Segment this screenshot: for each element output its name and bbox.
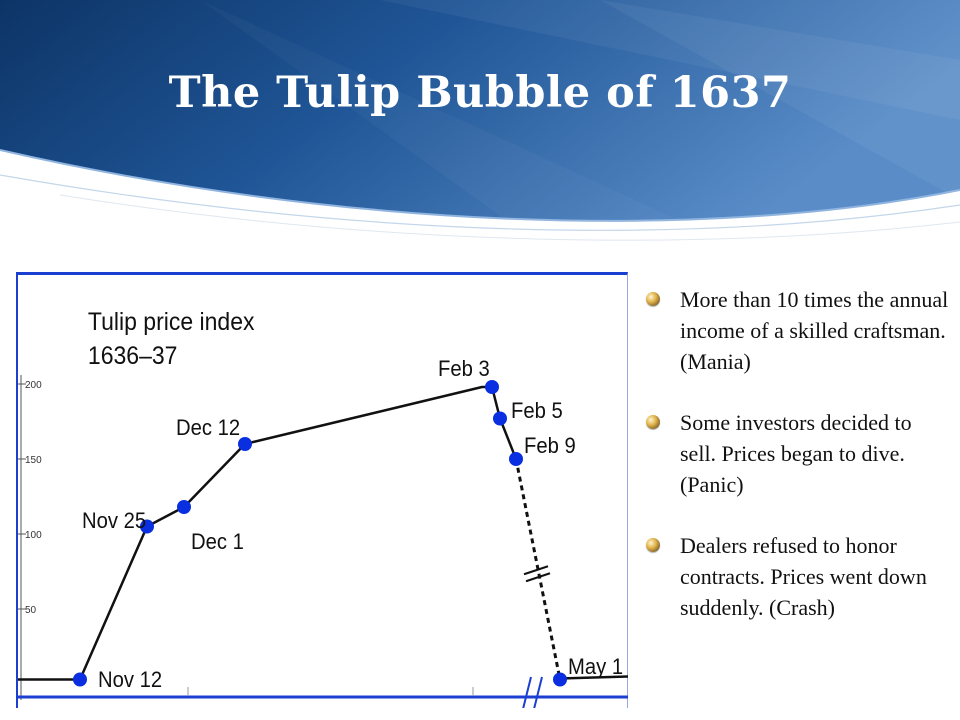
data-label: Feb 5 [511, 399, 563, 423]
chart-frame: 50 100 150 200 Nov 12 Nov 25 Dec 1 Dec 12 Feb 3 F… [16, 272, 628, 708]
bullet-text: Dealers refused to honor contracts. Pric… [680, 533, 927, 620]
axis-break-mark [533, 676, 543, 708]
bullet-item-mania: More than 10 times the annual income of … [644, 284, 950, 377]
bullet-text: Some investors decided to sell. Prices b… [680, 410, 912, 497]
data-point [509, 452, 523, 466]
data-point [177, 500, 191, 514]
chart-title: Tulip price index [88, 308, 255, 336]
series-break-mark [525, 572, 551, 583]
data-point [485, 380, 499, 394]
bullet-item-panic: Some investors decided to sell. Prices b… [644, 407, 950, 500]
data-point [238, 437, 252, 451]
chart-title: 1636–37 [88, 342, 178, 370]
data-point [140, 519, 154, 534]
tulip-price-chart: 50 100 150 200 Nov 12 Nov 25 Dec 1 Dec 12 Feb 3 F… [18, 308, 628, 708]
y-tick-label: 50 [25, 605, 37, 616]
series-lead-out [559, 675, 628, 680]
data-label: Dec 1 [191, 530, 244, 554]
slide-title: The Tulip Bubble of 1637 [168, 68, 792, 118]
bullet-item-crash: Dealers refused to honor contracts. Pric… [644, 530, 950, 623]
data-label: Dec 12 [176, 416, 240, 440]
header-background [0, 0, 960, 241]
data-label: Feb 9 [524, 434, 576, 458]
bullet-text: More than 10 times the annual income of … [680, 287, 949, 374]
series-break-mark [523, 565, 549, 576]
data-label: Nov 25 [82, 509, 146, 533]
data-label: May 1 [568, 655, 623, 679]
bullet-orb-icon [646, 538, 660, 552]
bullet-orb-icon [646, 292, 660, 306]
data-point [493, 411, 507, 426]
bullet-orb-icon [646, 415, 660, 429]
bullet-list: More than 10 times the annual income of … [644, 284, 950, 653]
axis-break-mark [522, 676, 532, 708]
y-tick-label: 200 [25, 380, 42, 391]
data-point [73, 672, 87, 687]
y-tick-label: 150 [25, 455, 42, 466]
data-label: Nov 12 [98, 668, 162, 692]
data-point [553, 672, 567, 687]
y-tick-label: 100 [25, 530, 42, 541]
data-label: Feb 3 [438, 357, 490, 381]
